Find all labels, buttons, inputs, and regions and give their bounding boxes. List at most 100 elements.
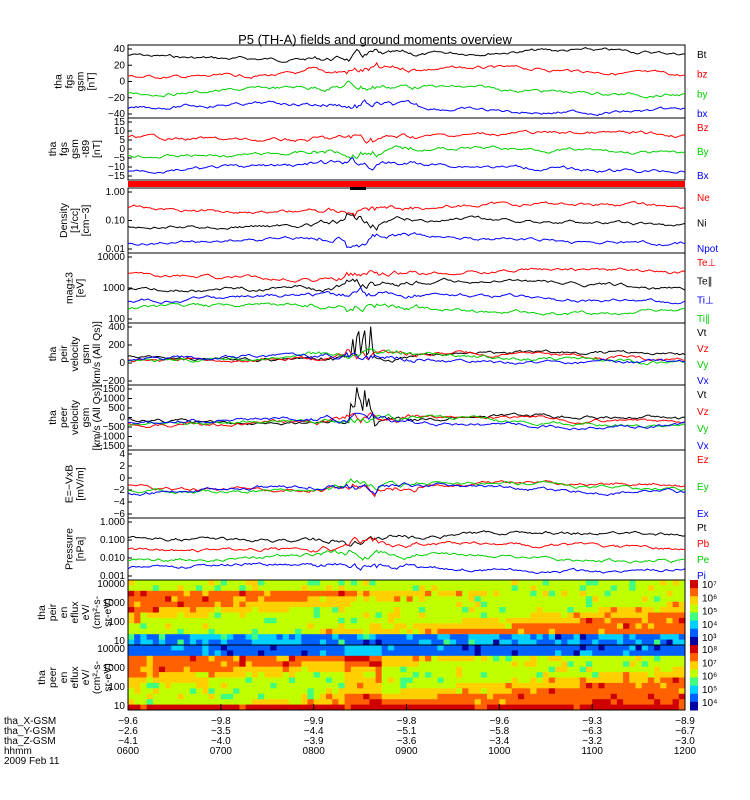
spectrogram-cell-p9 <box>258 601 265 608</box>
xaxis-value: −9.6 <box>489 716 510 727</box>
spectrogram-cell-p10 <box>202 693 209 700</box>
spectrogram-cell-p9 <box>128 628 135 635</box>
spectrogram-cell-p9 <box>387 617 395 624</box>
spectrogram-cell-p9 <box>462 612 469 619</box>
spectrogram-cell-p9 <box>251 634 259 641</box>
ylabel-p9: eV/ <box>80 605 92 621</box>
spectrogram-cell-p9 <box>437 612 445 619</box>
spectrogram-cell-p9 <box>579 596 587 603</box>
spectrogram-cell-p10 <box>319 645 327 651</box>
spectrogram-cell-p10 <box>524 688 531 695</box>
spectrogram-cell-p10 <box>313 672 321 678</box>
spectrogram-cell-p9 <box>456 601 463 608</box>
spectrogram-cell-p10 <box>623 677 630 684</box>
spectrogram-cell-p10 <box>319 677 327 684</box>
spectrogram-cell-p10 <box>344 688 352 695</box>
spectrogram-cell-p10 <box>629 672 636 678</box>
spectrogram-cell-p9 <box>579 634 587 641</box>
xaxis-row-label-x: tha_X-GSM <box>4 716 57 727</box>
spectrogram-cell-p10 <box>573 645 581 651</box>
spectrogram-cell-p9 <box>276 607 284 613</box>
spectrogram-cell-p9 <box>610 612 618 619</box>
spectrogram-cell-p9 <box>480 623 488 630</box>
spectrogram-cell-p10 <box>487 645 494 651</box>
spectrogram-cell-p10 <box>579 661 587 668</box>
legend-p5-Vy: Vy <box>697 360 708 371</box>
spectrogram-cell-p10 <box>326 699 333 706</box>
spectrogram-cell-p10 <box>511 655 519 662</box>
spectrogram-cell-p10 <box>258 688 265 695</box>
spectrogram-cell-p9 <box>326 623 333 630</box>
spectrogram-cell-p9 <box>264 639 271 646</box>
spectrogram-cell-p9 <box>487 596 494 603</box>
spectrogram-cell-p9 <box>227 628 234 635</box>
ylabel-p5: tha <box>47 347 59 362</box>
spectrogram-cell-p9 <box>449 585 457 592</box>
spectrogram-cell-p9 <box>536 612 544 619</box>
spectrogram-cell-p10 <box>233 645 240 651</box>
spectrogram-cell-p9 <box>536 634 544 641</box>
spectrogram-cell-p9 <box>152 628 160 635</box>
spectrogram-cell-p10 <box>443 650 451 657</box>
series-line-p4-Ti⊥ <box>127 286 686 305</box>
spectrogram-cell-p10 <box>456 677 463 684</box>
spectrogram-cell-p9 <box>610 585 618 592</box>
ylabel-p2: [nT] <box>91 140 103 158</box>
ylabel-p2: gsm <box>69 139 81 159</box>
spectrogram-cell-p9 <box>375 617 383 624</box>
xaxis-value: −3.9 <box>303 736 324 747</box>
spectrogram-cell-p10 <box>517 650 525 657</box>
spectrogram-cell-p9 <box>295 580 302 586</box>
spectrogram-cell-p9 <box>511 596 519 603</box>
spectrogram-cell-p10 <box>586 677 593 684</box>
legend-p6-Vz: Vz <box>697 407 709 418</box>
spectrogram-cell-p10 <box>332 677 339 684</box>
spectrogram-cell-p9 <box>573 590 581 597</box>
spectrogram-cell-p10 <box>524 699 531 706</box>
spectrogram-cell-p10 <box>276 645 284 651</box>
spectrogram-cell-p9 <box>493 601 500 608</box>
spectrogram-cell-p9 <box>233 623 240 630</box>
spectrogram-cell-p10 <box>152 682 160 689</box>
spectrogram-cell-p10 <box>406 704 414 711</box>
spectrogram-cell-p10 <box>307 666 315 673</box>
spectrogram-cell-p9 <box>493 628 500 635</box>
ytick-p5: 0 <box>119 358 125 369</box>
spectrogram-cell-p10 <box>202 682 209 689</box>
spectrogram-cell-p10 <box>183 650 191 657</box>
spectrogram-cell-p10 <box>202 655 209 662</box>
colorbar-label-p10: 10⁵ <box>702 685 717 696</box>
spectrogram-cell-p10 <box>338 672 346 678</box>
spectrogram-cell-p10 <box>282 677 290 684</box>
xaxis-time-label: 0800 <box>302 746 325 757</box>
spectrogram-cell-p9 <box>555 634 562 641</box>
spectrogram-cell-p10 <box>555 688 562 695</box>
spectrogram-cell-p10 <box>158 688 166 695</box>
spectrogram-cell-p10 <box>555 699 562 706</box>
spectrogram-cell-p10 <box>499 672 506 678</box>
spectrogram-cell-p10 <box>418 650 426 657</box>
spectrogram-cell-p9 <box>623 628 630 635</box>
spectrogram-cell-p9 <box>350 628 358 635</box>
spectrogram-cell-p10 <box>437 704 445 711</box>
spectrogram-cell-p9 <box>258 639 265 646</box>
spectrogram-cell-p9 <box>202 607 209 613</box>
spectrogram-cell-p9 <box>468 634 476 641</box>
spectrogram-cell-p9 <box>641 623 649 630</box>
spectrogram-cell-p10 <box>344 677 352 684</box>
spectrogram-cell-p10 <box>251 645 259 651</box>
spectrogram-cell-p10 <box>394 672 401 678</box>
spectrogram-cell-p9 <box>456 585 463 592</box>
spectrogram-cell-p10 <box>350 666 358 673</box>
spectrogram-cell-p9 <box>406 596 414 603</box>
spectrogram-cell-p9 <box>579 639 587 646</box>
spectrogram-cell-p10 <box>134 672 141 678</box>
spectrogram-cell-p9 <box>555 612 562 619</box>
spectrogram-cell-p9 <box>313 639 321 646</box>
spectrogram-cell-p10 <box>561 672 568 678</box>
spectrogram-cell-p10 <box>375 655 383 662</box>
ytick-p7: 2 <box>119 461 125 472</box>
spectrogram-cell-p10 <box>220 704 228 711</box>
spectrogram-cell-p9 <box>264 585 271 592</box>
spectrogram-cell-p10 <box>536 650 544 657</box>
